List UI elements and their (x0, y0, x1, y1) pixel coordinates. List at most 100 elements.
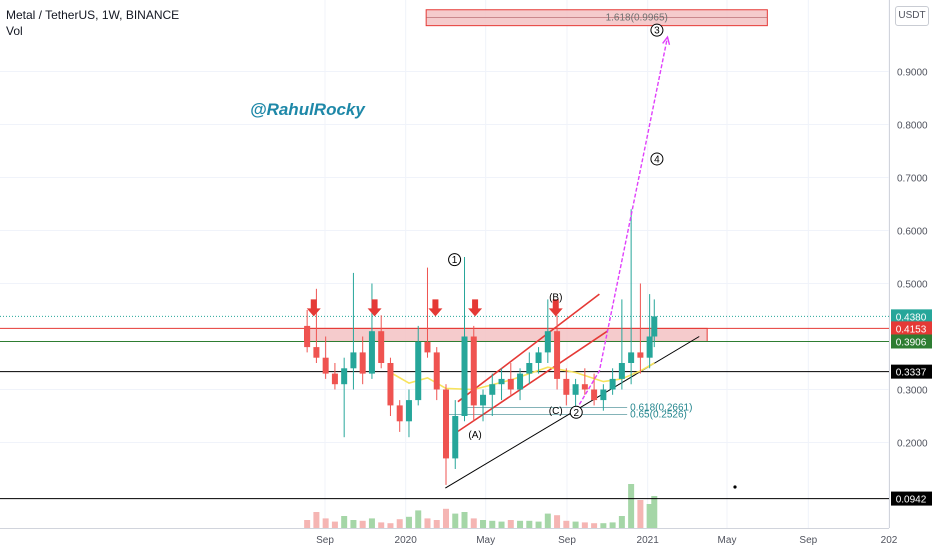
volume-bar (489, 520, 496, 528)
candle-body (480, 394, 487, 406)
candle (526, 352, 533, 385)
candle (600, 384, 607, 411)
volume-bar (554, 515, 561, 528)
wave-label: 2 (573, 408, 579, 419)
candle (591, 373, 598, 406)
candle-body (341, 368, 348, 385)
volume-bar (452, 513, 459, 528)
price-tag (891, 334, 932, 349)
down-arrow-icon (428, 299, 443, 317)
candle (470, 325, 477, 422)
volume-bar (535, 521, 542, 528)
candle (572, 378, 579, 411)
price-tag-label: 0.3337 (896, 368, 927, 379)
candle-body (331, 373, 338, 385)
wave-circle (569, 405, 583, 419)
wave-label: (C) (549, 406, 563, 417)
candles[interactable] (304, 209, 658, 485)
trend-line (457, 293, 600, 403)
time-axis[interactable]: Sep 2020 May Sep 2021 May Sep 202 (316, 535, 898, 546)
projection-path (575, 35, 671, 410)
candle (396, 400, 403, 432)
volume-bar (470, 518, 477, 528)
fib-label: 0.618(0.2661) (630, 402, 692, 413)
candle (535, 347, 542, 374)
volume-bar (331, 521, 338, 528)
candle (461, 257, 468, 422)
volume-bar (480, 520, 487, 528)
candle (563, 368, 570, 406)
candle (480, 389, 487, 422)
candle (507, 363, 514, 395)
candle (415, 325, 422, 406)
volume-bar (637, 500, 644, 528)
price-tick-label: 0.8000 (897, 121, 928, 132)
fib-label: 0.65(0.2526) (630, 410, 687, 421)
volume-bar (618, 516, 625, 528)
down-arrow-icon (468, 299, 483, 317)
candle-body (433, 352, 440, 390)
price-levels (0, 315, 889, 500)
volume-bar (526, 520, 533, 528)
candle-body (387, 363, 394, 406)
marker-dot (733, 485, 737, 489)
time-tick-label: Sep (799, 535, 817, 546)
candle-body (591, 389, 598, 401)
candle (359, 336, 366, 385)
candle (498, 368, 505, 401)
candle-body (405, 400, 412, 422)
wave-circle (448, 253, 462, 267)
wave-label: 4 (654, 154, 660, 165)
candle-body (563, 378, 570, 395)
volume-bar (424, 518, 431, 528)
price-tick-label: 0.2000 (897, 439, 928, 450)
candle (331, 363, 338, 390)
volume-bar (507, 520, 514, 528)
candle-body (304, 325, 311, 348)
time-tick-label: May (476, 535, 495, 546)
candle-body (628, 352, 635, 363)
wave-circle (650, 23, 664, 37)
price-tag-label: 0.4380 (896, 312, 927, 323)
candle (387, 357, 394, 416)
wave-label: (A) (468, 430, 481, 441)
currency-button[interactable]: USDT (895, 6, 929, 26)
volume-bar (442, 508, 449, 528)
volume-bar (341, 516, 348, 528)
candle-body (507, 378, 514, 390)
time-tick-label: 2020 (395, 535, 418, 546)
author-watermark: @RahulRocky (250, 100, 365, 119)
volume-bar (591, 523, 598, 528)
symbol-title[interactable]: Metal / TetherUS, 1W, BINANCE (6, 8, 180, 22)
volume-bar (396, 519, 403, 528)
wave-label: (B) (549, 292, 562, 303)
price-tick-label: 0.7000 (897, 174, 928, 185)
candle-body (378, 331, 385, 363)
candle-body (517, 373, 524, 390)
down-arrow-icon (367, 299, 382, 317)
price-tick-label: 0.9000 (897, 68, 928, 79)
candle-body (368, 331, 375, 374)
candle (322, 336, 329, 379)
volume-bar (359, 520, 366, 528)
projection-line (575, 36, 669, 410)
candle-body (498, 378, 505, 385)
price-axis[interactable]: 0.9000 0.8000 0.7000 0.6000 0.5000 0.3000 0.20… (897, 68, 928, 450)
volume-bar (517, 520, 524, 528)
price-tag (891, 321, 932, 336)
volume-bar (651, 496, 658, 528)
candle (489, 373, 496, 416)
candle-body (637, 352, 644, 358)
price-scale-panel[interactable] (889, 0, 932, 528)
volume-bar (609, 522, 616, 528)
candle (378, 315, 385, 369)
volume-bars (304, 484, 658, 528)
time-scale-panel[interactable] (0, 528, 889, 551)
candle-body (350, 352, 357, 369)
time-tick-label: May (718, 535, 737, 546)
volume-bar (415, 510, 422, 528)
candle (424, 267, 431, 358)
wave-label: 3 (654, 26, 660, 37)
candle-body (581, 384, 588, 390)
